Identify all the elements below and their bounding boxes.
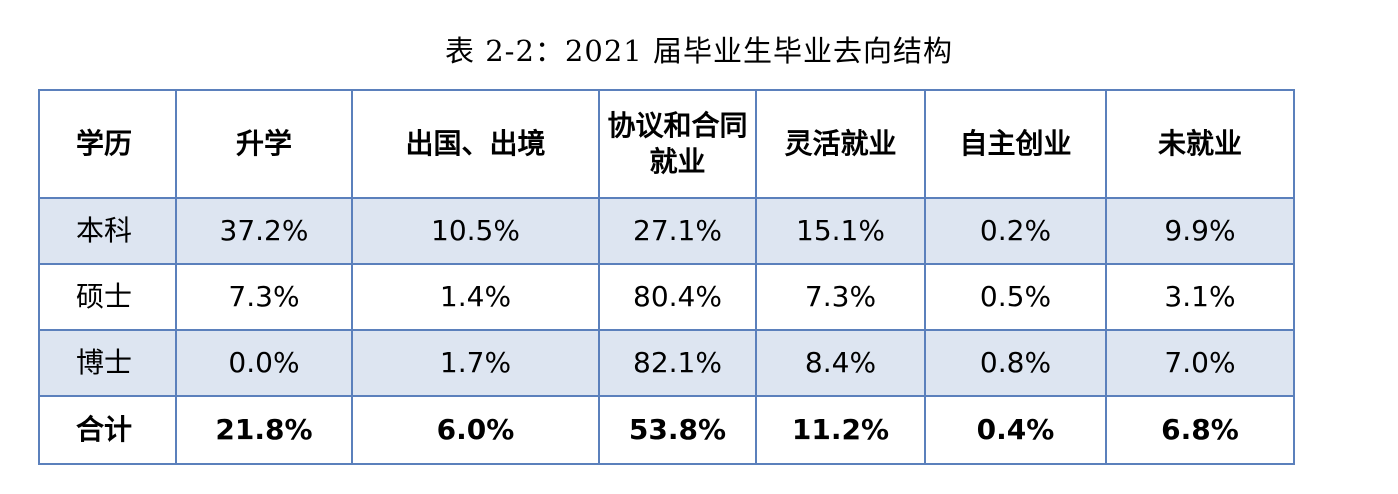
table-cell: 0.8% <box>924 329 1107 397</box>
table-cell: 15.1% <box>755 197 926 265</box>
table-cell: 53.8% <box>598 395 757 465</box>
row-label-total: 合计 <box>38 395 177 465</box>
row-label-doctorate: 博士 <box>38 329 177 397</box>
table-cell: 0.5% <box>924 263 1107 331</box>
column-header-flexible-employment: 灵活就业 <box>755 89 926 199</box>
table-row: 博士 0.0% 1.7% 82.1% 8.4% 0.8% 7.0% <box>38 329 1295 397</box>
table-cell: 9.9% <box>1105 197 1295 265</box>
column-header-unemployed: 未就业 <box>1105 89 1295 199</box>
table-cell: 0.2% <box>924 197 1107 265</box>
table-row-total: 合计 21.8% 6.0% 53.8% 11.2% 0.4% 6.8% <box>38 395 1295 465</box>
table-cell: 8.4% <box>755 329 926 397</box>
column-header-contract-employment: 协议和合同就业 <box>598 89 757 199</box>
table-cell: 82.1% <box>598 329 757 397</box>
column-header-degree: 学历 <box>38 89 177 199</box>
table-cell: 1.7% <box>351 329 600 397</box>
table-cell: 27.1% <box>598 197 757 265</box>
table-cell: 7.0% <box>1105 329 1295 397</box>
column-header-abroad: 出国、出境 <box>351 89 600 199</box>
table-cell: 1.4% <box>351 263 600 331</box>
row-label-bachelor: 本科 <box>38 197 177 265</box>
table-cell: 6.0% <box>351 395 600 465</box>
table-cell: 10.5% <box>351 197 600 265</box>
table-cell: 37.2% <box>175 197 353 265</box>
graduate-destination-table: 学历 升学 出国、出境 协议和合同就业 灵活就业 自主创业 未就业 本科 37.… <box>38 89 1295 465</box>
table-cell: 6.8% <box>1105 395 1295 465</box>
table-cell: 7.3% <box>175 263 353 331</box>
column-header-further-study: 升学 <box>175 89 353 199</box>
table-cell: 3.1% <box>1105 263 1295 331</box>
table-cell: 80.4% <box>598 263 757 331</box>
table-cell: 0.4% <box>924 395 1107 465</box>
table-row: 本科 37.2% 10.5% 27.1% 15.1% 0.2% 9.9% <box>38 197 1295 265</box>
row-label-master: 硕士 <box>38 263 177 331</box>
header-row: 学历 升学 出国、出境 协议和合同就业 灵活就业 自主创业 未就业 <box>38 89 1295 199</box>
table-cell: 7.3% <box>755 263 926 331</box>
table-cell: 21.8% <box>175 395 353 465</box>
table-row: 硕士 7.3% 1.4% 80.4% 7.3% 0.5% 3.1% <box>38 263 1295 331</box>
table-cell: 11.2% <box>755 395 926 465</box>
column-header-self-employment: 自主创业 <box>924 89 1107 199</box>
table-cell: 0.0% <box>175 329 353 397</box>
table-caption: 表 2-2：2021 届毕业生毕业去向结构 <box>445 34 953 68</box>
